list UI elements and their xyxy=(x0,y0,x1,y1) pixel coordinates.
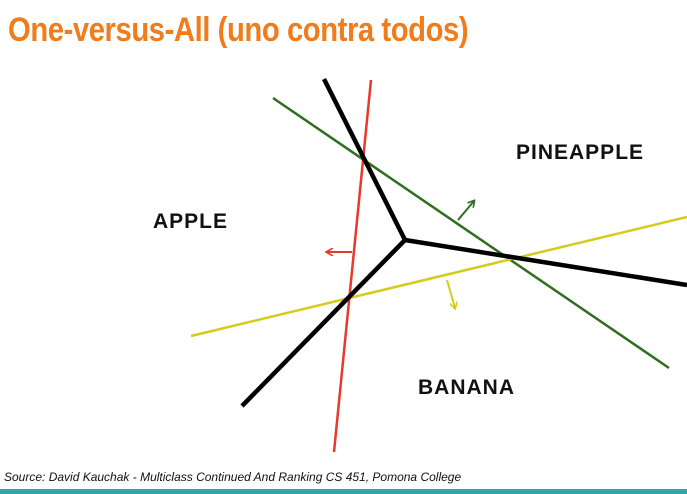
source-citation: Source: David Kauchak - Multiclass Conti… xyxy=(4,470,462,484)
footer-accent-bar xyxy=(0,489,687,494)
slide-title: One-versus-All (uno contra todos) xyxy=(8,11,469,49)
pineapple-classifier-line xyxy=(272,96,670,370)
apple-classifier-line xyxy=(332,79,373,453)
pineapple-region-label: PINEAPPLE xyxy=(516,141,645,164)
banana-region-label: BANANA xyxy=(418,376,515,399)
apple-region-label: APPLE xyxy=(153,210,229,233)
apple-banana-boundary xyxy=(240,238,407,408)
apple-pineapple-boundary xyxy=(321,77,408,242)
pineapple-banana-boundary xyxy=(404,237,687,288)
pineapple-direction-arrow xyxy=(457,201,474,221)
banana-classifier-line xyxy=(190,215,687,338)
banana-direction-arrow xyxy=(446,279,455,308)
